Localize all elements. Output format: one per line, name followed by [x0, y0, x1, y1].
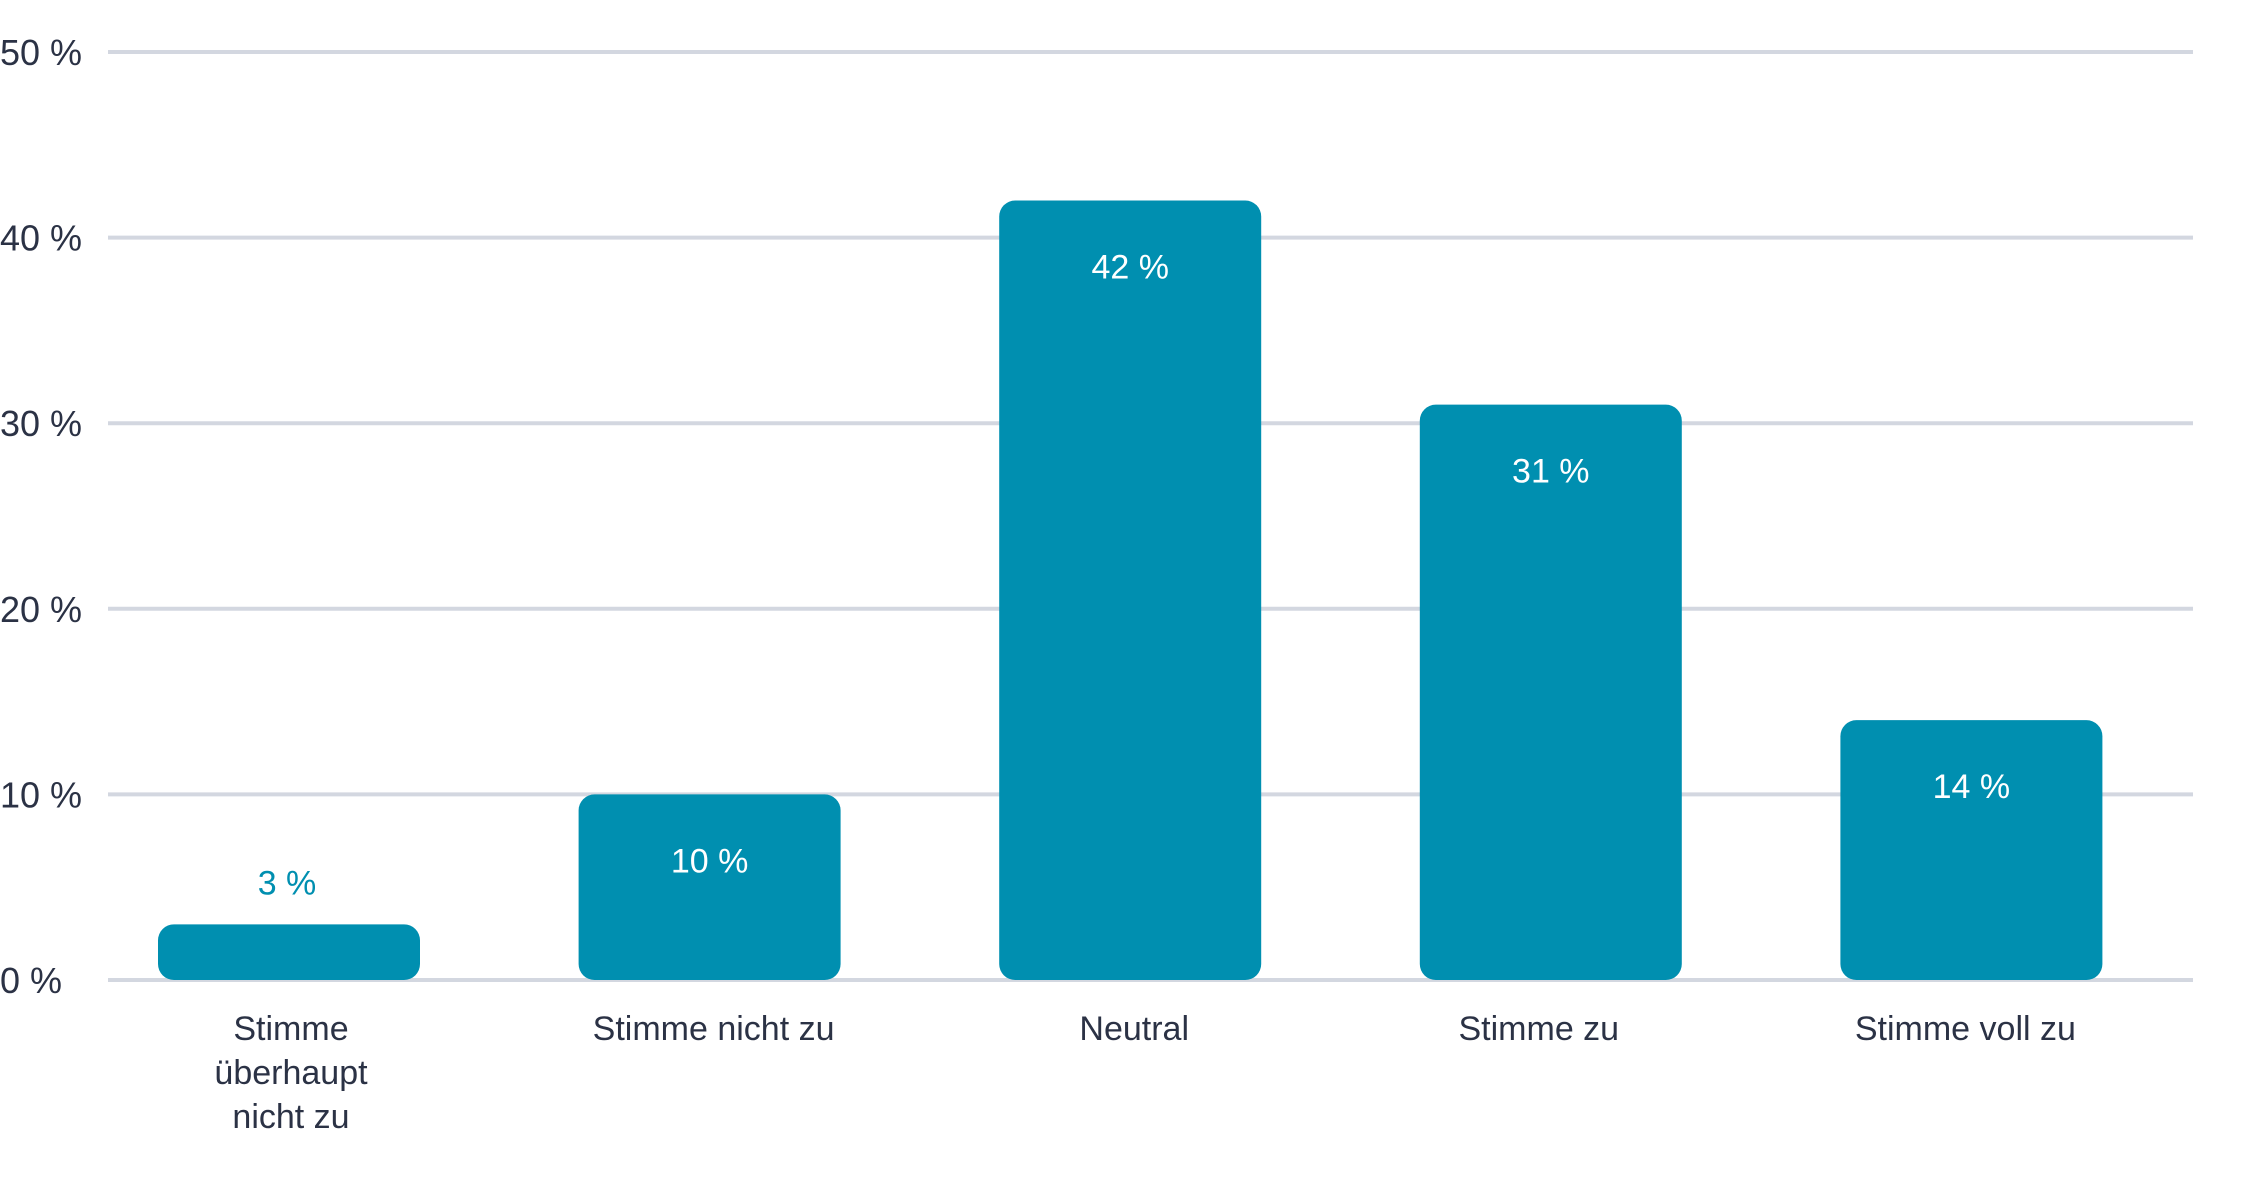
- bar: [1419, 404, 1682, 980]
- bar-value-label: 10 %: [671, 842, 749, 880]
- bars: [158, 200, 2103, 981]
- x-category-label: überhaupt: [214, 1054, 368, 1092]
- value-labels: 3 % 10 % 42 % 31 % 14 %: [258, 248, 2010, 902]
- y-tick-label: 40 %: [0, 218, 82, 259]
- bar-value-label: 31 %: [1512, 453, 1590, 491]
- x-category-label: nicht zu: [232, 1098, 349, 1136]
- y-tick-label: 50 %: [0, 32, 82, 73]
- x-category-label: Neutral: [1079, 1010, 1189, 1048]
- bar: [578, 794, 841, 980]
- y-tick-label: 0 %: [0, 960, 62, 1001]
- bar: [158, 924, 420, 980]
- y-axis-tick-labels: 0 % 10 % 20 % 30 % 40 % 50 %: [0, 32, 82, 1001]
- bar-value-label: 42 %: [1091, 248, 1169, 286]
- x-category-label: Stimme: [233, 1010, 348, 1048]
- bar: [999, 200, 1262, 981]
- bar-value-label: 3 %: [258, 864, 317, 902]
- bar: [1840, 720, 2103, 980]
- x-category-label: Stimme nicht zu: [593, 1010, 835, 1048]
- y-tick-label: 30 %: [0, 403, 82, 444]
- y-tick-label: 10 %: [0, 774, 82, 815]
- x-category-label: Stimme zu: [1459, 1010, 1620, 1048]
- y-tick-label: 20 %: [0, 589, 82, 630]
- x-category-label: Stimme voll zu: [1855, 1010, 2076, 1048]
- bar-value-label: 14 %: [1933, 768, 2011, 806]
- x-axis-category-labels: Stimme überhaupt nicht zu Stimme nicht zu Ne…: [214, 1010, 2076, 1136]
